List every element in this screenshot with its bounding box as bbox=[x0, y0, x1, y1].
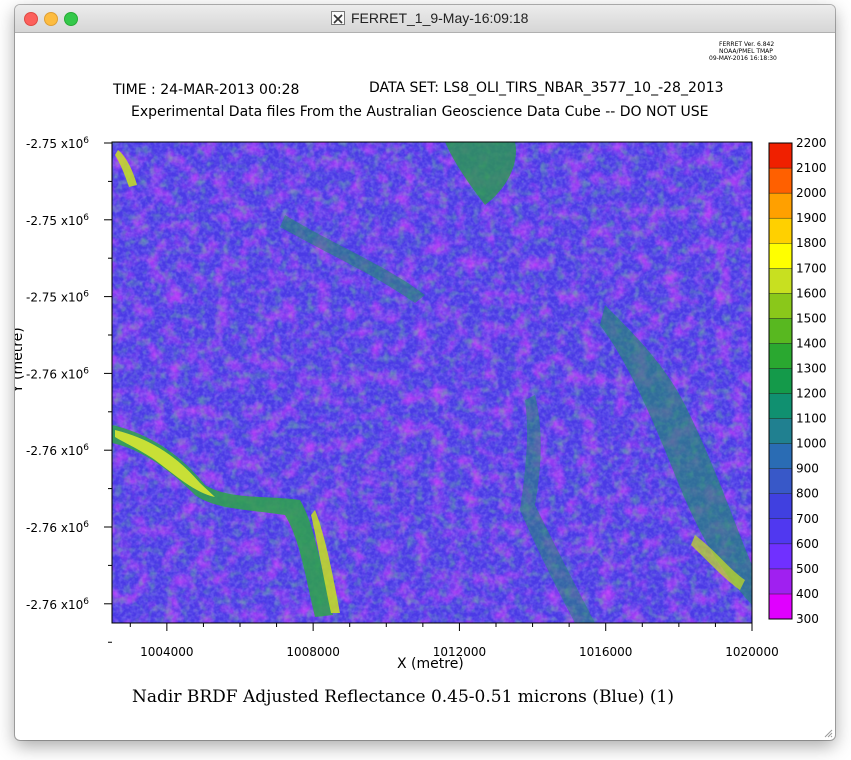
dataset-label: DATA SET: LS8_OLI_TIRS_NBAR_3577_10_-28_… bbox=[369, 80, 724, 96]
ferret-date-line: 09-MAY-2016 16:18:30 bbox=[709, 55, 777, 62]
colorbar-label: 1400 bbox=[796, 336, 827, 350]
window-titlebar[interactable]: FERRET_1_9-May-16:09:18 bbox=[15, 5, 835, 33]
colorbar-swatch bbox=[768, 217, 793, 244]
close-button[interactable] bbox=[24, 12, 38, 26]
heatmap-field bbox=[112, 142, 752, 623]
resize-grip-icon[interactable] bbox=[823, 728, 833, 738]
colorbar-label: 1100 bbox=[796, 412, 827, 426]
y-tick-label: -2.76 x106 bbox=[26, 520, 89, 535]
time-label: TIME : 24-MAR-2013 00:28 bbox=[112, 82, 299, 98]
colorbar-swatch bbox=[768, 593, 793, 620]
colorbar-swatch bbox=[768, 268, 793, 294]
colorbar-label: 300 bbox=[796, 612, 819, 626]
colorbar-swatch bbox=[768, 318, 793, 344]
y-tick-label: -2.76 x106 bbox=[26, 597, 89, 612]
green-band-center bbox=[520, 395, 595, 623]
x-tick-label: 1016000 bbox=[579, 645, 632, 659]
colorbar-frame bbox=[768, 142, 793, 620]
plot-frame bbox=[111, 141, 753, 624]
colorbar-swatch bbox=[768, 443, 793, 469]
colorbar-swatch bbox=[768, 543, 793, 570]
colorbar-label: 1800 bbox=[796, 236, 827, 250]
yellow-spot-east bbox=[691, 535, 745, 590]
yellow-channel-south bbox=[311, 510, 340, 613]
green-patch-north bbox=[445, 142, 516, 205]
colorbar-swatch bbox=[768, 493, 793, 519]
ferret-version-line: FERRET Ver. 6.842 bbox=[719, 41, 774, 48]
colorbar-label: 1900 bbox=[796, 211, 827, 225]
window-title: FERRET_1_9-May-16:09:18 bbox=[351, 10, 529, 26]
colorbar-label: 1500 bbox=[796, 311, 827, 325]
colorbar-label: 400 bbox=[796, 587, 819, 601]
x-axis-label: X (metre) bbox=[397, 656, 464, 672]
green-band-east bbox=[600, 305, 752, 605]
chart-title: Nadir BRDF Adjusted Reflectance 0.45-0.5… bbox=[132, 687, 674, 707]
colorbar-label: 900 bbox=[796, 462, 819, 476]
colorbar-swatch bbox=[768, 368, 793, 394]
colorbar-label: 1300 bbox=[796, 361, 827, 375]
colorbar-swatch bbox=[768, 418, 793, 444]
y-tick-label: -2.75 x106 bbox=[26, 136, 89, 151]
x-tick-label: 1012000 bbox=[433, 645, 486, 659]
yellow-ridge-southwest bbox=[115, 430, 215, 497]
colorbar-label: 1600 bbox=[796, 286, 827, 300]
colorbar-swatch bbox=[768, 343, 793, 369]
colorbar-swatch bbox=[768, 293, 793, 319]
colorbar-label: 1000 bbox=[796, 437, 827, 451]
colorbar-label: 1700 bbox=[796, 261, 827, 275]
colorbar-label: 800 bbox=[796, 487, 819, 501]
yellow-spot-corner bbox=[115, 150, 137, 187]
y-tick-label: -2.76 x106 bbox=[26, 443, 89, 458]
colorbar: 300 400 500 600 700 800 900 1000 1100 1200 1300 140… bbox=[768, 136, 827, 626]
y-tick-label: -2.75 x106 bbox=[26, 213, 89, 228]
colorbar-swatch bbox=[768, 243, 793, 269]
y-axis: -2.75 x106 -2.75 x106 -2.75 x106 -2.76 x106… bbox=[26, 136, 112, 643]
colorbar-swatch bbox=[768, 393, 793, 419]
y-tick-label: -2.76 x106 bbox=[26, 366, 89, 381]
y-tick-label: -2.75 x106 bbox=[26, 290, 89, 305]
colorbar-label: 2100 bbox=[796, 161, 827, 175]
ferret-window: FERRET_1_9-May-16:09:18 FERRET Ver. 6.84… bbox=[15, 5, 835, 740]
x-axis: 1004000 1008000 1012000 1016000 1020000 bbox=[129, 623, 779, 659]
colorbar-label: 700 bbox=[796, 512, 819, 526]
colorbar-label: 500 bbox=[796, 562, 819, 576]
green-line-northwest bbox=[280, 215, 425, 303]
colorbar-swatch bbox=[768, 142, 793, 169]
colorbar-swatch bbox=[768, 192, 793, 219]
x11-icon bbox=[331, 11, 345, 25]
y-axis-label: Y (metre) bbox=[15, 327, 26, 394]
colorbar-swatch bbox=[768, 568, 793, 595]
colorbar-label: 2200 bbox=[796, 136, 827, 150]
colorbar-label: 2000 bbox=[796, 186, 827, 200]
colorbar-swatch bbox=[768, 518, 793, 545]
x-tick-label: 1020000 bbox=[725, 645, 778, 659]
colorbar-label: 600 bbox=[796, 537, 819, 551]
maximize-button[interactable] bbox=[64, 12, 78, 26]
ferret-org-line: NOAA/PMEL TMAP bbox=[719, 48, 773, 55]
x-tick-label: 1004000 bbox=[140, 645, 193, 659]
minimize-button[interactable] bbox=[44, 12, 58, 26]
ferret-plot: FERRET Ver. 6.842 NOAA/PMEL TMAP 09-MAY-… bbox=[15, 41, 827, 707]
colorbar-swatch bbox=[768, 468, 793, 494]
plot-subtitle: Experimental Data files From the Austral… bbox=[131, 104, 708, 120]
x-tick-label: 1008000 bbox=[286, 645, 339, 659]
colorbar-label: 1200 bbox=[796, 387, 827, 401]
colorbar-swatch bbox=[768, 167, 793, 194]
